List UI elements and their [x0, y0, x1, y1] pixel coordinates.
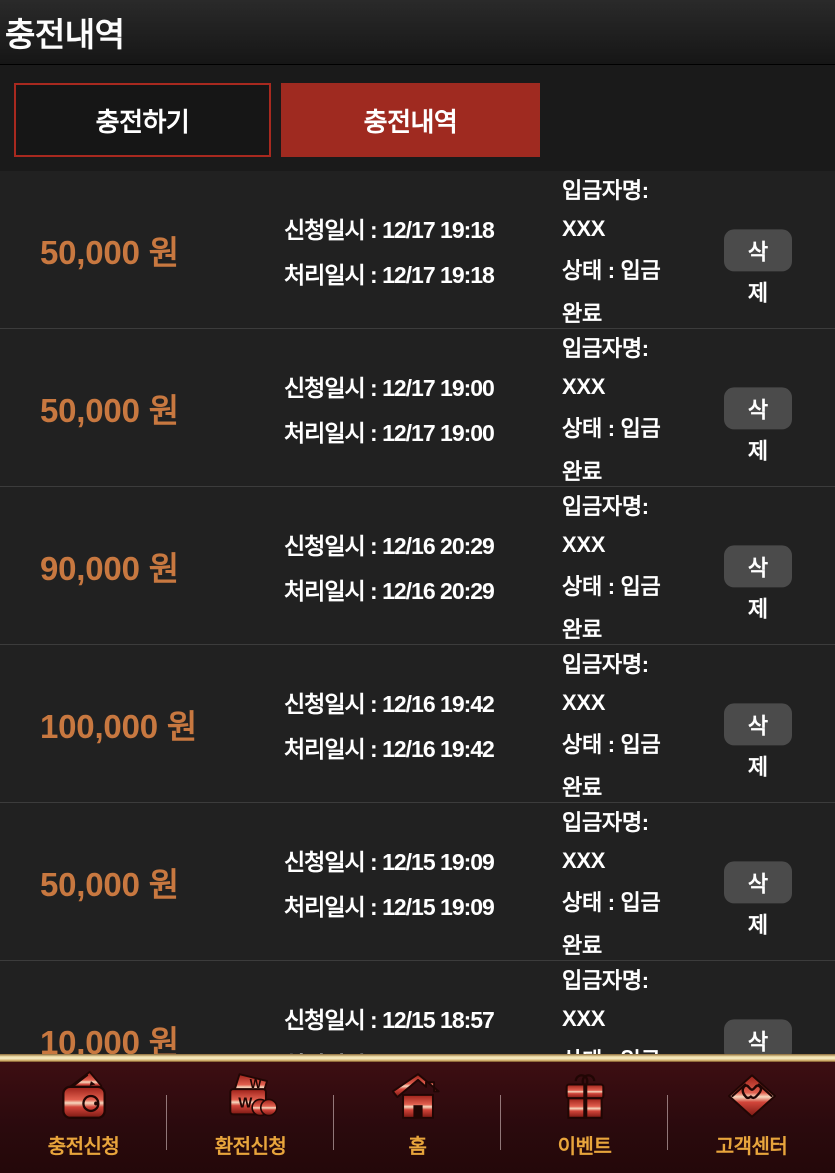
svg-text:W: W: [238, 1094, 253, 1111]
